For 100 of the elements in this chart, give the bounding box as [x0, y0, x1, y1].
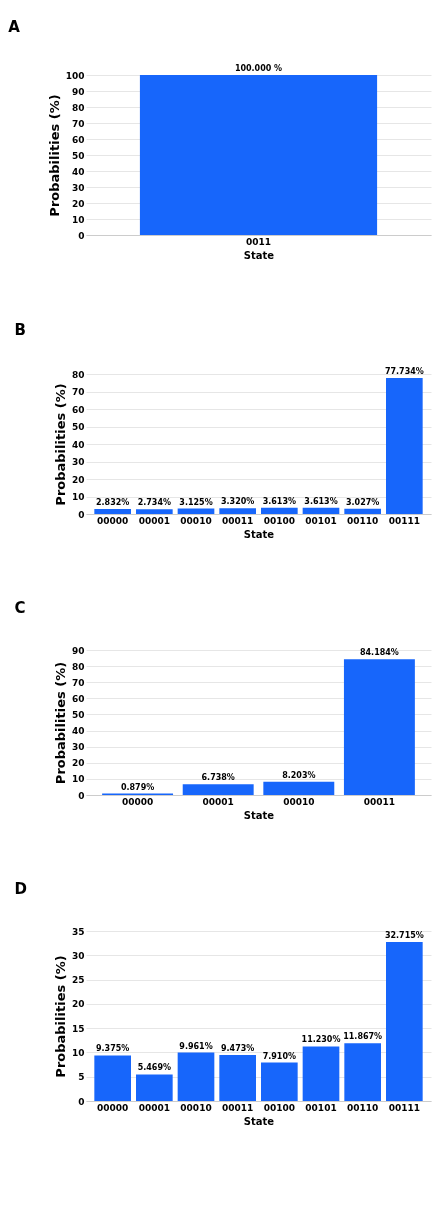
data-label: 9.473%: [221, 1043, 255, 1053]
y-tick-label: 50: [71, 709, 85, 720]
x-tick-label: 00000: [97, 1102, 129, 1113]
x-tick-label: 00101: [305, 1102, 337, 1113]
bar: [261, 507, 298, 514]
x-tick-label: 0011: [245, 236, 272, 247]
x-tick-label: 00101: [305, 515, 337, 526]
y-tick-label: 80: [71, 661, 85, 672]
bar: [302, 1046, 340, 1101]
y-tick-label: 50: [71, 422, 85, 432]
data-label: 8.203%: [282, 770, 316, 780]
y-tick-label: 20: [71, 474, 85, 485]
y-tick-label: 0: [78, 790, 85, 801]
y-tick-label: 40: [71, 166, 85, 177]
x-tick-label: 00011: [363, 796, 396, 807]
data-label: 7.910%: [262, 1051, 296, 1061]
x-axis-title: State: [243, 809, 275, 821]
y-axis-title: Probabilities (%): [46, 94, 62, 217]
bar: [344, 508, 381, 514]
bar: [136, 509, 173, 514]
y-tick-label: 20: [71, 999, 85, 1010]
y-tick-label: 0: [78, 509, 85, 520]
bar: [344, 1043, 381, 1101]
bar: [177, 1052, 215, 1101]
y-tick-label: 10: [71, 492, 85, 502]
data-label: 3.027%: [346, 497, 380, 507]
x-tick-label: 00001: [138, 1102, 170, 1113]
x-tick-label: 00111: [388, 515, 420, 526]
y-tick-label: 70: [71, 387, 85, 397]
y-tick-label: 90: [71, 86, 85, 97]
y-tick-label: 70: [71, 677, 85, 688]
y-tick-label: 5: [78, 1072, 85, 1083]
y-tick-label: 30: [71, 457, 85, 467]
x-tick-label: 00100: [263, 515, 295, 526]
data-label: 2.832%: [96, 498, 130, 508]
x-tick-label: 00010: [180, 1102, 212, 1113]
chart-title: A: [8, 18, 21, 36]
bar: [136, 1074, 173, 1101]
y-tick-label: 20: [71, 758, 85, 769]
y-tick-label: 30: [71, 950, 85, 961]
y-tick-label: 25: [71, 975, 85, 986]
y-tick-label: 0: [78, 1096, 85, 1107]
chart-title: B: [14, 320, 26, 339]
data-label: 9.375%: [96, 1044, 130, 1054]
data-label: 3.320%: [221, 497, 255, 507]
y-tick-label: 70: [71, 118, 85, 129]
y-tick-label: 35: [71, 926, 85, 937]
data-label: 3.613%: [262, 496, 296, 506]
x-tick-label: 00000: [121, 796, 154, 807]
y-tick-label: 10: [71, 214, 85, 225]
y-tick-label: 80: [71, 369, 85, 380]
data-label: 11.230%: [301, 1035, 341, 1045]
chart-title: C: [14, 599, 26, 617]
data-label: 9.961%: [179, 1041, 213, 1051]
y-tick-label: 90: [71, 645, 85, 656]
x-axis-title: State: [243, 1115, 275, 1127]
data-label: 100.000 %: [234, 64, 283, 73]
y-tick-label: 60: [71, 693, 85, 704]
y-tick-label: 0: [78, 230, 85, 241]
bar: [94, 1055, 131, 1101]
chart-title: D: [14, 880, 27, 898]
y-tick-label: 100: [65, 70, 85, 81]
x-tick-label: 00010: [180, 515, 212, 526]
bar: [263, 781, 335, 795]
y-tick-label: 40: [71, 726, 85, 737]
y-tick-label: 30: [71, 742, 85, 753]
x-tick-label: 00110: [347, 1102, 379, 1113]
data-label: 0.879%: [120, 782, 155, 792]
bar: [219, 1054, 256, 1101]
data-label: 32.715%: [384, 931, 424, 941]
x-tick-label: 00110: [347, 515, 379, 526]
bar: [343, 659, 415, 795]
bar: [94, 509, 131, 514]
y-tick-label: 10: [71, 774, 85, 785]
data-label: 77.734%: [384, 366, 424, 376]
y-tick-label: 80: [71, 102, 85, 113]
bar: [219, 508, 256, 514]
y-tick-label: 15: [71, 1023, 85, 1034]
data-label: 5.469%: [137, 1063, 171, 1073]
bar: [177, 508, 215, 514]
y-tick-label: 50: [71, 150, 85, 161]
bar: [261, 1062, 298, 1101]
y-tick-label: 40: [71, 439, 85, 450]
x-tick-label: 00011: [222, 1102, 254, 1113]
y-tick-label: 20: [71, 198, 85, 209]
x-axis-title: State: [243, 528, 275, 540]
y-tick-label: 60: [71, 134, 85, 145]
x-tick-label: 00001: [138, 515, 170, 526]
x-tick-label: 00000: [97, 515, 129, 526]
x-tick-label: 00001: [202, 796, 234, 807]
data-label: 84.184%: [359, 648, 399, 658]
x-tick-label: 00011: [222, 515, 254, 526]
x-tick-label: 00100: [263, 1102, 295, 1113]
y-tick-label: 60: [71, 404, 85, 415]
data-label: 6.738%: [201, 773, 235, 783]
y-tick-label: 10: [71, 1047, 85, 1058]
y-tick-label: 30: [71, 182, 85, 193]
y-axis-title: Probabilities (%): [52, 955, 68, 1078]
data-label: 3.125%: [179, 497, 213, 507]
data-label: 2.734%: [137, 498, 171, 508]
